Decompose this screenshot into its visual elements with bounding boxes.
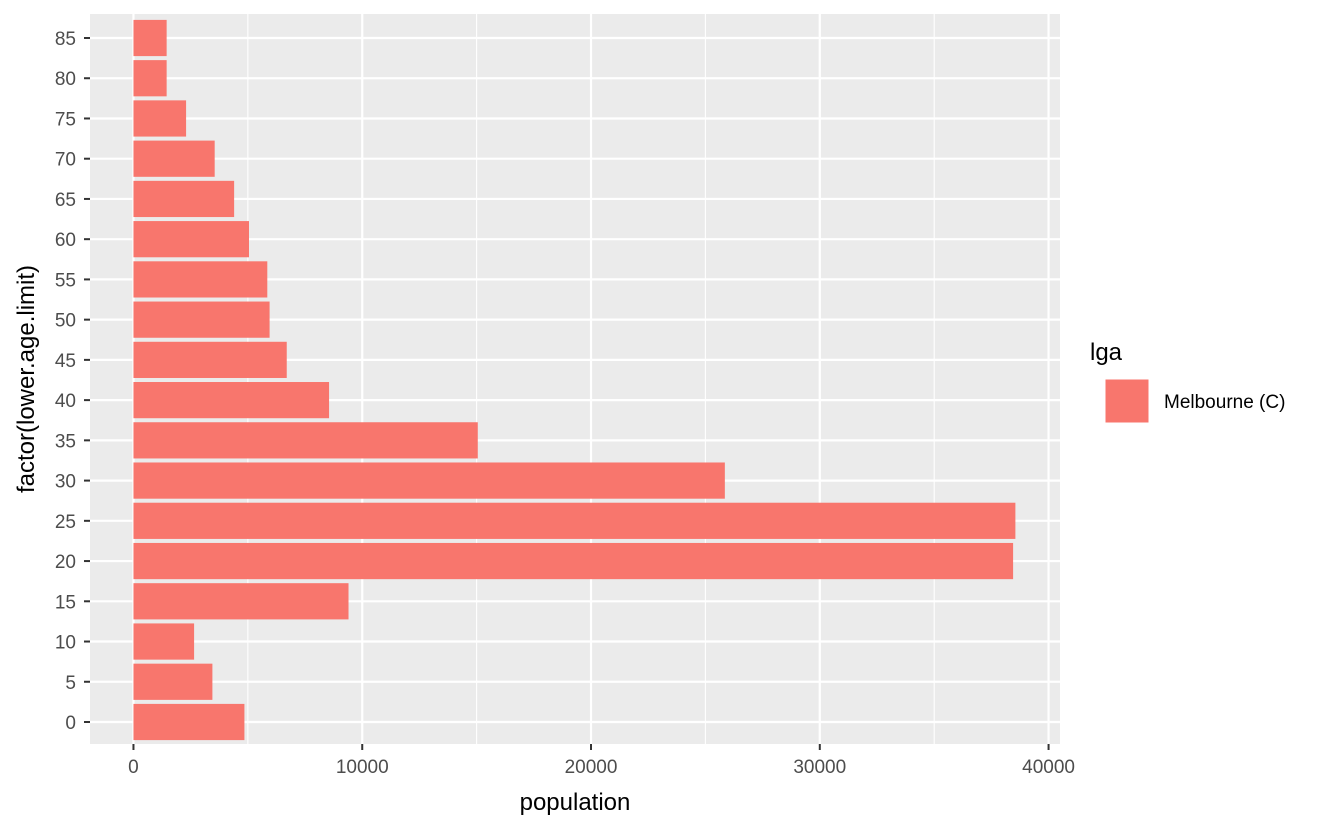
bar <box>133 60 167 97</box>
bar <box>133 382 330 419</box>
x-axis-title: population <box>520 789 631 816</box>
x-axis: 0 10000 20000 30000 40000 <box>128 744 1075 778</box>
bar <box>133 422 478 459</box>
y-tick-label: 50 <box>55 311 76 332</box>
bar <box>133 623 195 660</box>
y-tick-label: 0 <box>65 713 76 734</box>
y-tick-label: 35 <box>55 431 76 452</box>
x-tick-label: 20000 <box>565 757 618 778</box>
bar <box>133 583 349 620</box>
y-tick-label: 70 <box>55 150 76 171</box>
y-axis: 0 5 10 15 20 25 30 35 40 45 50 55 60 65 70 75 80 85 <box>55 29 90 734</box>
bar <box>133 703 245 741</box>
bar <box>133 502 1016 539</box>
legend-label: Melbourne (C) <box>1164 392 1285 413</box>
y-tick-label: 65 <box>55 190 76 211</box>
bar <box>133 140 215 177</box>
bar <box>133 341 287 378</box>
bar <box>133 221 249 258</box>
bars <box>133 19 1016 741</box>
y-tick-label: 20 <box>55 552 76 573</box>
y-tick-label: 80 <box>55 69 76 90</box>
bar <box>133 261 268 298</box>
y-tick-label: 15 <box>55 592 76 613</box>
y-tick-label: 25 <box>55 512 76 533</box>
y-tick-label: 30 <box>55 472 76 493</box>
legend-title: lga <box>1090 339 1123 366</box>
plot-panel <box>90 14 1060 744</box>
x-tick-label: 40000 <box>1022 757 1075 778</box>
y-axis-title: factor(lower.age.limit) <box>13 265 40 493</box>
x-tick-label: 10000 <box>336 757 389 778</box>
bar <box>133 100 187 137</box>
bar <box>133 180 235 218</box>
y-tick-label: 55 <box>55 270 76 291</box>
x-tick-label: 30000 <box>793 757 846 778</box>
y-tick-label: 60 <box>55 230 76 251</box>
y-tick-label: 40 <box>55 391 76 412</box>
x-tick-label: 0 <box>128 757 139 778</box>
bar <box>133 19 167 57</box>
y-tick-label: 75 <box>55 109 76 130</box>
y-tick-label: 5 <box>65 673 76 694</box>
bar <box>133 462 725 499</box>
bar <box>133 301 270 338</box>
minor-gridlines <box>247 14 935 744</box>
y-tick-label: 45 <box>55 351 76 372</box>
legend: lga Melbourne (C) <box>1090 339 1285 424</box>
y-tick-label: 10 <box>55 633 76 654</box>
bar <box>133 542 1014 580</box>
legend-key <box>1104 378 1150 424</box>
y-tick-label: 85 <box>55 29 76 50</box>
bar <box>133 663 213 700</box>
